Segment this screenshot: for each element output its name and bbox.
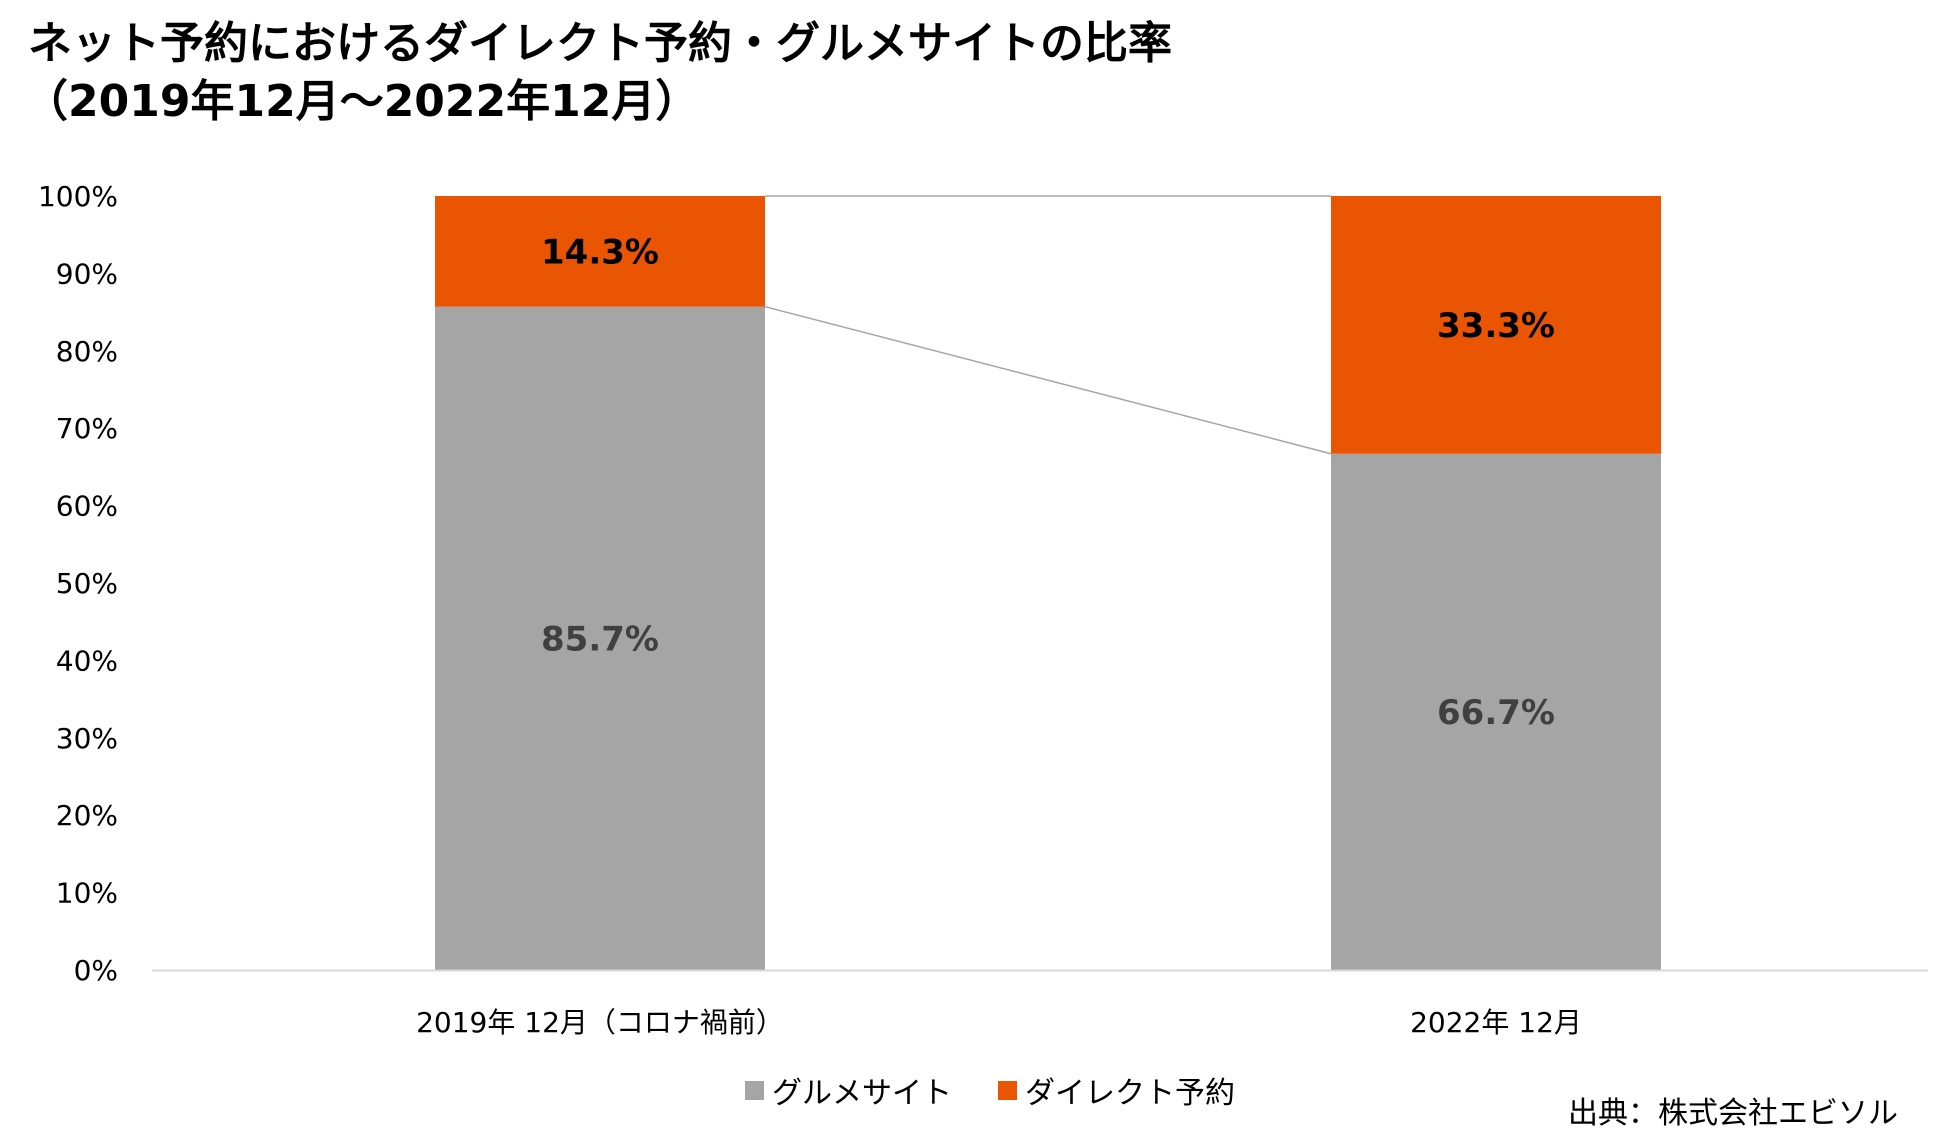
series-lines [764, 195, 1332, 455]
legend-swatch-direct-reservation [998, 1080, 1017, 1100]
bar-segment [1331, 453, 1661, 970]
y-tick-label: 70% [56, 412, 118, 445]
y-tick-label: 20% [56, 799, 118, 832]
y-axis: 0% 10% 20% 30% 40% 50% 60% 70% 80% 90% 100% [38, 180, 118, 987]
x-category-label: 2022年 12月 [1410, 1006, 1582, 1039]
data-label: 14.3% [541, 232, 659, 272]
y-tick-label: 50% [56, 567, 118, 600]
y-tick-label: 10% [56, 877, 118, 910]
data-label: 66.7% [1437, 693, 1555, 733]
source-credit: 出典：株式会社エビソル [1568, 1096, 1898, 1131]
x-axis: 2019年 12月（コロナ禍前） 2022年 12月 [152, 969, 1928, 1039]
y-tick-label: 90% [56, 257, 118, 290]
stacked-bar-chart: 0% 10% 20% 30% 40% 50% 60% 70% 80% 90% 100% 85.7% 1… [38, 180, 1928, 1039]
x-category-label: 2019年 12月（コロナ禍前） [416, 1006, 784, 1039]
bar-segment [435, 196, 765, 307]
y-tick-label: 80% [56, 335, 118, 368]
data-labels: 85.7% 14.3% 66.7% 33.3% [541, 232, 1555, 733]
y-tick-label: 60% [56, 490, 118, 523]
data-label: 33.3% [1437, 306, 1555, 346]
legend-item-direct-reservation: ダイレクト予約 [998, 1068, 1235, 1112]
legend-label-gourmet-site: グルメサイト [772, 1076, 952, 1111]
legend-label-direct-reservation: ダイレクト予約 [1025, 1076, 1235, 1111]
legend-item-gourmet-site: グルメサイト [745, 1068, 952, 1112]
bar-segment [1331, 196, 1661, 454]
bar-segment [435, 306, 765, 970]
y-tick-label: 30% [56, 722, 118, 755]
chart-subtitle: （2019年12月～2022年12月） [24, 76, 700, 127]
series-line [764, 305, 1332, 455]
bars [435, 196, 1661, 970]
chart-title: ネット予約におけるダイレクト予約・グルメサイトの比率 [28, 18, 1172, 69]
y-tick-label: 40% [56, 644, 118, 677]
y-tick-label: 100% [38, 180, 118, 213]
y-tick-label: 0% [74, 954, 118, 987]
legend-swatch-gourmet-site [745, 1080, 764, 1100]
data-label: 85.7% [541, 619, 659, 659]
legend: グルメサイト ダイレクト予約 [745, 1068, 1281, 1112]
